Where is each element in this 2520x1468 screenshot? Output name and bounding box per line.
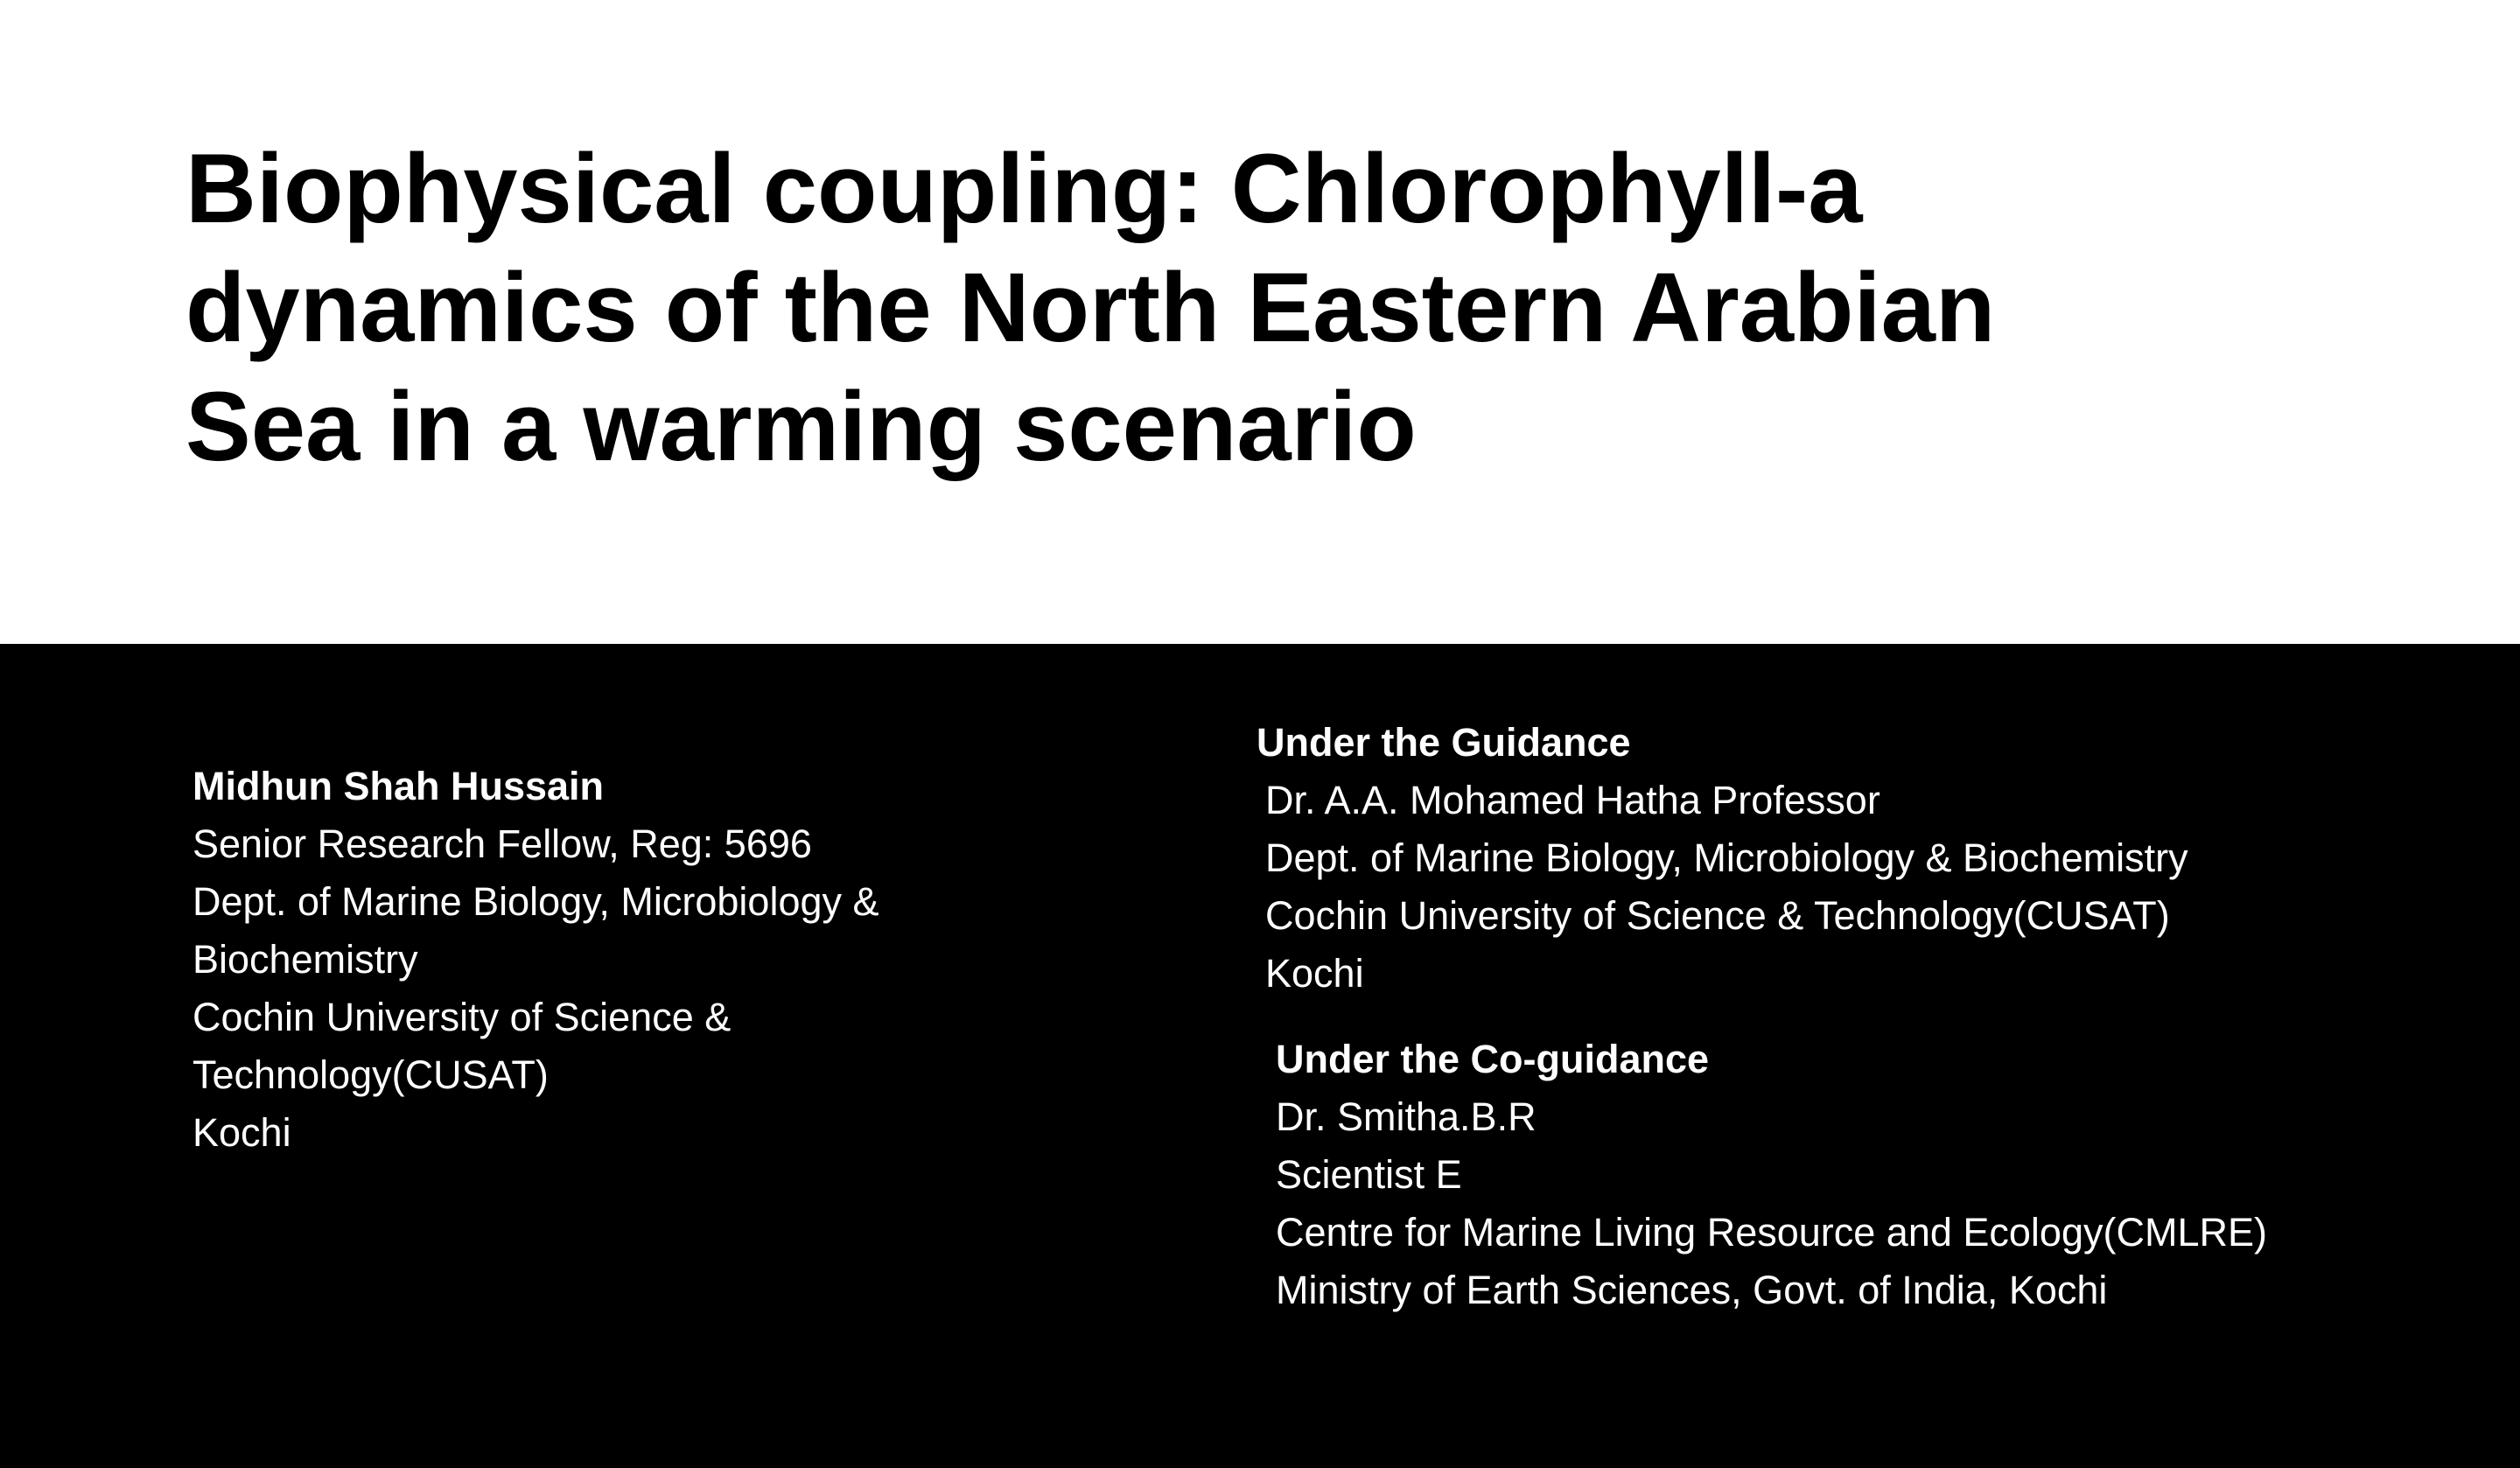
- title-section: Biophysical coupling: Chlorophyll-a dyna…: [0, 0, 2520, 644]
- author-university-cont: Technology(CUSAT): [192, 1052, 549, 1097]
- slide-title-line: dynamics of the North Eastern Arabian: [186, 253, 1996, 362]
- credits-section: Midhun Shah Hussain Senior Research Fell…: [0, 644, 2520, 1468]
- coguide-ministry: Ministry of Earth Sciences, Govt. of Ind…: [1276, 1268, 2108, 1312]
- slide-title-line: Sea in a warming scenario: [186, 372, 1417, 481]
- author-name: Midhun Shah Hussain: [192, 764, 605, 808]
- author-department-cont: Biochemistry: [192, 937, 418, 982]
- coguide-institute: Centre for Marine Living Resource and Ec…: [1276, 1210, 2267, 1255]
- guidance-block: Under the Guidance Dr. A.A. Mohamed Hath…: [1256, 714, 2188, 1003]
- guide-department: Dept. of Marine Biology, Microbiology & …: [1265, 835, 2188, 880]
- guide-university: Cochin University of Science & Technolog…: [1265, 893, 2170, 938]
- slide-title-line: Biophysical coupling: Chlorophyll-a: [186, 134, 1863, 243]
- author-position: Senior Research Fellow, Reg: 5696: [192, 821, 812, 866]
- coguidance-block: Under the Co-guidance Dr. Smitha.B.R Sci…: [1276, 1031, 2267, 1319]
- guidance-heading: Under the Guidance: [1256, 720, 1631, 765]
- guide-city: Kochi: [1265, 951, 1364, 996]
- slide-title: Biophysical coupling: Chlorophyll-a dyna…: [186, 129, 2286, 486]
- author-city: Kochi: [192, 1110, 291, 1155]
- coguidance-heading: Under the Co-guidance: [1276, 1037, 1710, 1081]
- author-block: Midhun Shah Hussain Senior Research Fell…: [192, 758, 879, 1162]
- guide-name: Dr. A.A. Mohamed Hatha Professor: [1265, 778, 1880, 822]
- author-university: Cochin University of Science &: [192, 995, 732, 1039]
- coguide-designation: Scientist E: [1276, 1152, 1462, 1197]
- coguide-name: Dr. Smitha.B.R: [1276, 1094, 1536, 1139]
- author-department: Dept. of Marine Biology, Microbiology &: [192, 879, 879, 924]
